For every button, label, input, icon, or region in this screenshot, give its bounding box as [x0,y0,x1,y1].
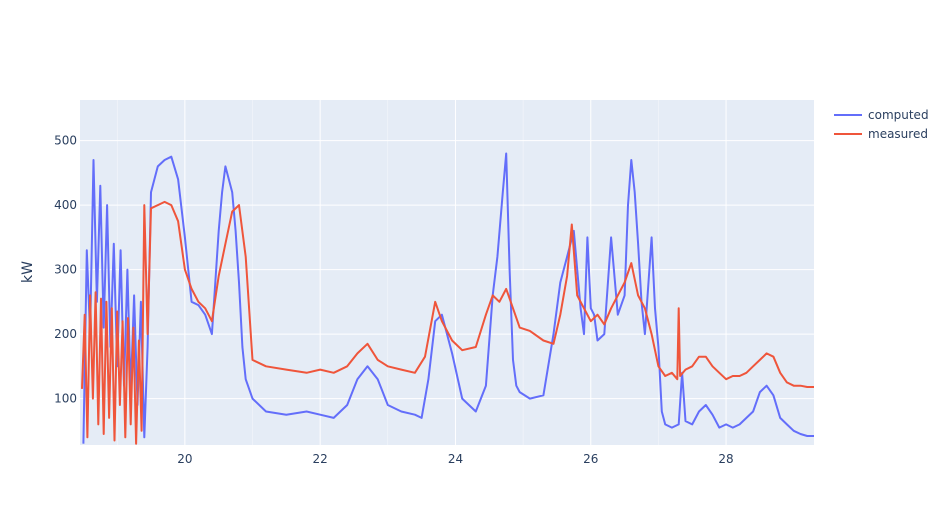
y-axis-title: kW [20,261,36,283]
grid [80,100,814,445]
x-axis-ticks: 20 22 24 26 28 [177,452,733,466]
x-tick-label: 24 [448,452,463,466]
y-tick-label: 100 [54,392,77,406]
y-tick-label: 200 [54,327,77,341]
legend-item-computed[interactable]: computed [834,108,929,122]
y-tick-label: 400 [54,198,77,212]
x-tick-label: 22 [313,452,328,466]
x-tick-label: 20 [177,452,192,466]
legend-label: measured [868,127,928,141]
plot-background [80,100,814,445]
y-axis-ticks: 100 200 300 400 500 [54,134,77,406]
y-tick-label: 500 [54,134,77,148]
legend[interactable]: computed measured [834,108,929,141]
legend-item-measured[interactable]: measured [834,127,928,141]
y-tick-label: 300 [54,263,77,277]
legend-label: computed [868,108,929,122]
series-line-measured [81,200,814,445]
x-tick-label: 28 [718,452,733,466]
series-lines [81,152,814,445]
x-tick-label: 26 [583,452,598,466]
